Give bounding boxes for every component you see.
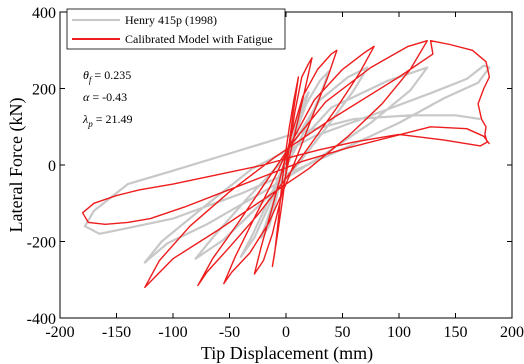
- y-tick-label: 0: [48, 158, 56, 175]
- x-tick-label: 150: [444, 324, 468, 341]
- y-axis-label: Lateral Force (kN): [6, 98, 27, 233]
- x-tick-label: -200: [45, 324, 74, 341]
- y-tick-label: -200: [27, 235, 56, 252]
- x-axis-label: Tip Displacement (mm): [201, 343, 373, 364]
- x-tick-label: -50: [219, 324, 240, 341]
- parameter-annotation: λp = 21.49: [82, 112, 132, 129]
- legend: Henry 415p (1998) Calibrated Model with …: [66, 8, 286, 50]
- y-tick-label: 400: [32, 5, 56, 22]
- y-tick-label: 200: [32, 82, 56, 99]
- legend-box: [66, 8, 286, 50]
- legend-label-henry: Henry 415p (1998): [125, 13, 217, 27]
- x-tick-label: 50: [335, 324, 351, 341]
- x-tick-label: 200: [500, 324, 524, 341]
- legend-label-model: Calibrated Model with Fatigue: [125, 32, 273, 46]
- parameter-annotation: α = -0.43: [83, 90, 127, 104]
- ticks-layer: -200 -150 -100 -50 0 50 100 150 200-400-20002004…: [27, 5, 524, 341]
- model-parameters: θf = 0.235 α = -0.43 λp = 21.49: [82, 68, 132, 129]
- series-layer: [81, 40, 491, 289]
- x-tick-label: -150: [102, 324, 131, 341]
- x-tick-label: -100: [158, 324, 187, 341]
- y-tick-label: -400: [27, 311, 56, 328]
- x-tick-label: 0: [282, 324, 290, 341]
- series-line-model: [81, 40, 491, 289]
- x-tick-label: 100: [387, 324, 411, 341]
- parameter-annotation: θf = 0.235: [83, 68, 131, 85]
